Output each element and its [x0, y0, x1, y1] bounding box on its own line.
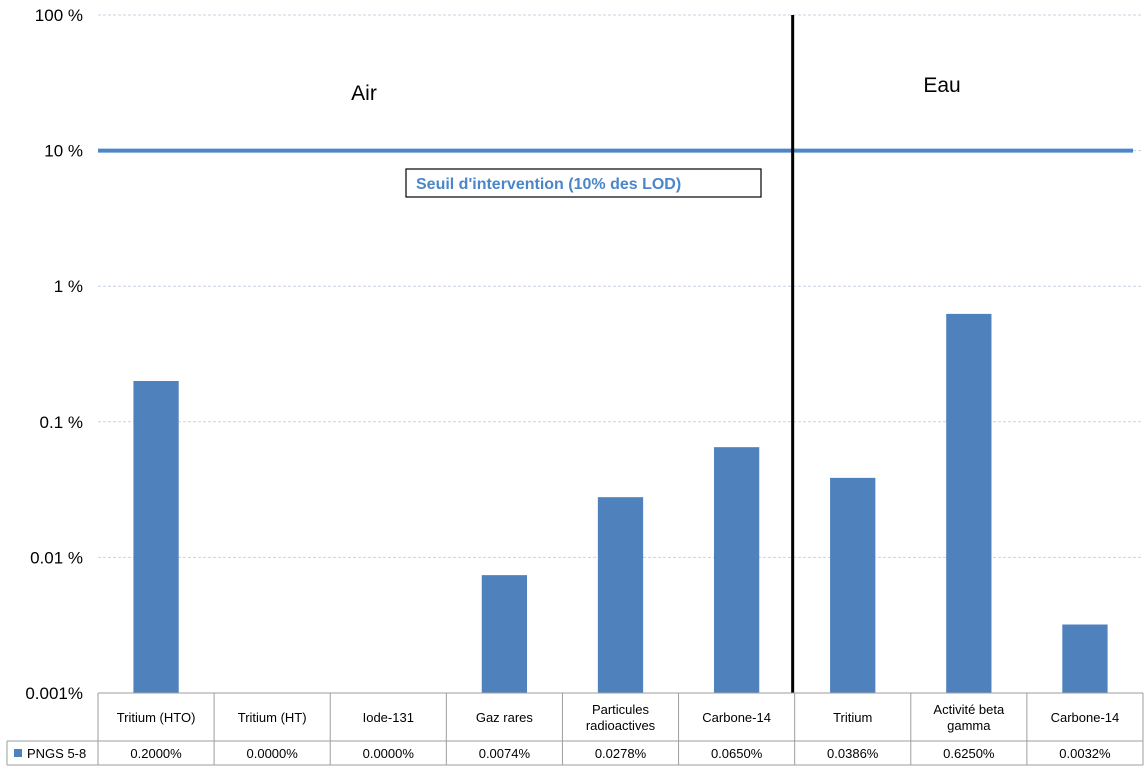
- y-axis-ticks: 100 % 10 % 1 % 0.1 % 0.01 % 0.001%: [25, 6, 83, 703]
- data-table: Tritium (HTO) 0.2000% Tritium (HT) 0.0000% I…: [6, 692, 1144, 766]
- data-label: 0.0000%: [247, 746, 299, 761]
- category-label: radioactives: [586, 718, 656, 733]
- bar: [133, 380, 179, 693]
- category-label: Tritium: [833, 710, 872, 725]
- y-tick-label: 0.01 %: [30, 548, 83, 567]
- data-label: 0.2000%: [130, 746, 182, 761]
- bar: [481, 575, 528, 693]
- category-label: Tritium (HTO): [117, 710, 196, 725]
- category-label: Tritium (HT): [238, 710, 307, 725]
- regions: Air Eau: [351, 15, 961, 693]
- data-label: 0.0032%: [1059, 746, 1111, 761]
- data-label: 0.0650%: [711, 746, 763, 761]
- y-tick-label: 0.1 %: [40, 413, 83, 432]
- category-label: Iode-131: [363, 710, 414, 725]
- legend-series-name: PNGS 5-8: [27, 746, 86, 761]
- category-label: gamma: [947, 718, 991, 733]
- data-label: 0.0278%: [595, 746, 647, 761]
- data-label: 0.0000%: [363, 746, 415, 761]
- category-label: Activité beta: [933, 702, 1005, 717]
- category-label: Gaz rares: [476, 710, 534, 725]
- y-tick-label: 0.001%: [25, 684, 83, 703]
- threshold-label: Seuil d'intervention (10% des LOD): [416, 176, 681, 193]
- data-label: 0.6250%: [943, 746, 995, 761]
- category-label: Carbone-14: [702, 710, 771, 725]
- bar: [597, 497, 644, 693]
- threshold-group: Seuil d'intervention (10% des LOD): [98, 148, 1133, 198]
- category-label: Particules: [592, 702, 650, 717]
- y-tick-label: 1 %: [54, 277, 83, 296]
- region-label-air: Air: [351, 82, 377, 105]
- y-tick-label: 100 %: [35, 6, 83, 25]
- data-label: 0.0074%: [479, 746, 531, 761]
- category-label: Carbone-14: [1051, 710, 1120, 725]
- legend-swatch: [14, 749, 22, 757]
- bar: [946, 313, 992, 693]
- bars: [133, 313, 1108, 693]
- y-tick-label: 10 %: [44, 142, 83, 161]
- bar: [830, 477, 876, 693]
- bar: [713, 447, 760, 693]
- region-label-eau: Eau: [923, 74, 960, 97]
- bar: [1062, 624, 1108, 693]
- data-label: 0.0386%: [827, 746, 879, 761]
- threshold-callout-box: [405, 168, 762, 198]
